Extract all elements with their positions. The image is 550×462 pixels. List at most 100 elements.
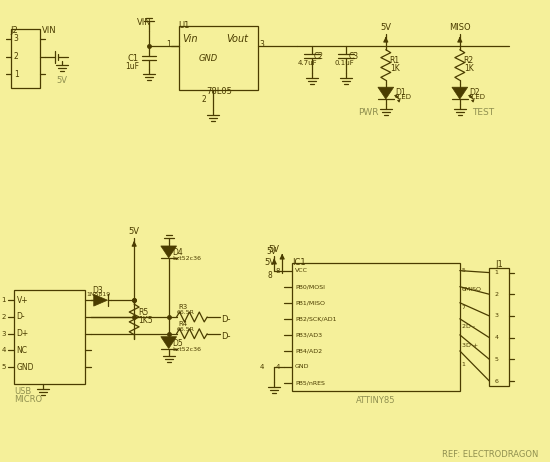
Text: 7: 7 xyxy=(462,305,466,310)
Text: 0.1uF: 0.1uF xyxy=(334,60,354,66)
Text: 5V: 5V xyxy=(57,76,68,85)
Text: 5: 5 xyxy=(462,267,466,273)
Text: 2: 2 xyxy=(2,314,6,320)
Text: ATTINY85: ATTINY85 xyxy=(356,396,395,405)
Text: 1: 1 xyxy=(2,297,6,303)
Text: 3: 3 xyxy=(14,34,19,43)
Text: C2: C2 xyxy=(314,52,324,61)
Text: 3: 3 xyxy=(2,331,6,337)
Text: D5: D5 xyxy=(173,339,183,348)
Text: 8: 8 xyxy=(267,271,272,280)
Text: PB5/nRES: PB5/nRES xyxy=(295,381,325,385)
Text: 1: 1 xyxy=(494,270,498,275)
Text: C3: C3 xyxy=(348,52,359,61)
Text: D3: D3 xyxy=(93,286,103,295)
Text: 4: 4 xyxy=(2,347,6,353)
Bar xyxy=(14,290,85,384)
Text: PB4/AD2: PB4/AD2 xyxy=(295,348,322,353)
Polygon shape xyxy=(378,87,394,99)
Text: bzt52c36: bzt52c36 xyxy=(173,256,202,261)
Text: ◂LED: ◂LED xyxy=(469,94,486,100)
Text: PB3/AD3: PB3/AD3 xyxy=(295,332,322,337)
Text: VIN: VIN xyxy=(137,18,152,27)
Text: PB2/SCK/AD1: PB2/SCK/AD1 xyxy=(295,316,337,321)
Text: PB1/MISO: PB1/MISO xyxy=(295,300,325,305)
Text: D-: D- xyxy=(221,315,230,324)
Text: PB0/MOSI: PB0/MOSI xyxy=(295,284,325,289)
Text: USB: USB xyxy=(14,387,31,396)
Text: D+: D+ xyxy=(16,329,29,338)
Text: 5: 5 xyxy=(494,357,498,362)
Text: D1: D1 xyxy=(395,88,406,97)
Text: 1: 1 xyxy=(462,362,466,367)
Text: 4: 4 xyxy=(494,335,498,340)
Text: 5V: 5V xyxy=(129,227,140,236)
Text: 66.5R: 66.5R xyxy=(177,310,195,315)
Text: 78L05: 78L05 xyxy=(206,87,232,96)
Text: 3D +: 3D + xyxy=(462,343,478,348)
Text: 5V: 5V xyxy=(266,247,276,256)
Text: MISO: MISO xyxy=(449,23,471,32)
Text: 4.7uF: 4.7uF xyxy=(298,60,317,66)
Text: 5V: 5V xyxy=(269,245,280,254)
Text: GND: GND xyxy=(199,54,218,63)
Text: Vout: Vout xyxy=(226,34,248,44)
Text: 5V: 5V xyxy=(265,258,276,267)
Text: C1: C1 xyxy=(127,54,139,63)
Text: D2: D2 xyxy=(470,88,480,97)
Text: R5: R5 xyxy=(138,308,149,317)
Text: 5V: 5V xyxy=(380,23,391,32)
Text: 1: 1 xyxy=(166,40,170,49)
Text: 3: 3 xyxy=(494,314,498,318)
Text: 2: 2 xyxy=(494,292,498,297)
Text: bzt52c36: bzt52c36 xyxy=(173,346,202,352)
Text: J1: J1 xyxy=(496,260,503,269)
Text: 1: 1 xyxy=(14,70,19,79)
Polygon shape xyxy=(161,246,177,258)
Text: R3: R3 xyxy=(179,304,188,310)
Text: 4: 4 xyxy=(260,364,265,370)
Text: 1K: 1K xyxy=(464,63,474,73)
Text: 8: 8 xyxy=(276,267,280,274)
Bar xyxy=(292,263,460,391)
Text: 66.5R: 66.5R xyxy=(177,327,195,332)
Text: R1: R1 xyxy=(390,55,400,65)
Bar xyxy=(11,29,41,88)
Text: IC1: IC1 xyxy=(292,258,306,267)
Text: VIN: VIN xyxy=(42,26,57,35)
Text: V+: V+ xyxy=(16,296,29,305)
Text: 2: 2 xyxy=(14,52,19,61)
Text: U1: U1 xyxy=(179,21,190,30)
Polygon shape xyxy=(94,294,108,306)
Bar xyxy=(490,267,509,386)
Polygon shape xyxy=(452,87,468,99)
Text: GND: GND xyxy=(295,365,310,370)
Text: 1uF: 1uF xyxy=(125,61,139,71)
Text: 3: 3 xyxy=(260,40,265,49)
Text: MICRO: MICRO xyxy=(14,395,42,404)
Text: TEST: TEST xyxy=(472,108,494,117)
Text: VCC: VCC xyxy=(295,268,308,273)
Text: GND: GND xyxy=(16,363,34,372)
Text: J2: J2 xyxy=(11,26,19,35)
Text: 6MISO: 6MISO xyxy=(462,286,482,292)
Text: 2D -: 2D - xyxy=(462,324,475,329)
Text: D4: D4 xyxy=(173,248,183,257)
Text: PWR: PWR xyxy=(358,108,378,117)
Text: R4: R4 xyxy=(179,321,188,327)
Text: R2: R2 xyxy=(464,55,474,65)
Text: ◂LED: ◂LED xyxy=(395,94,412,100)
Text: 6: 6 xyxy=(494,378,498,383)
Text: 1K: 1K xyxy=(390,63,399,73)
Text: 4: 4 xyxy=(276,364,280,370)
Text: D-: D- xyxy=(16,312,25,322)
Polygon shape xyxy=(161,337,177,348)
Text: REF: ELECTRODRAGON: REF: ELECTRODRAGON xyxy=(442,450,539,459)
Text: 2: 2 xyxy=(201,95,206,104)
Bar xyxy=(179,26,257,90)
Text: NC: NC xyxy=(16,346,28,355)
Text: Vin: Vin xyxy=(183,34,198,44)
Text: 5: 5 xyxy=(2,364,6,370)
Text: 1K5: 1K5 xyxy=(138,316,153,325)
Text: 1N5819: 1N5819 xyxy=(87,292,111,298)
